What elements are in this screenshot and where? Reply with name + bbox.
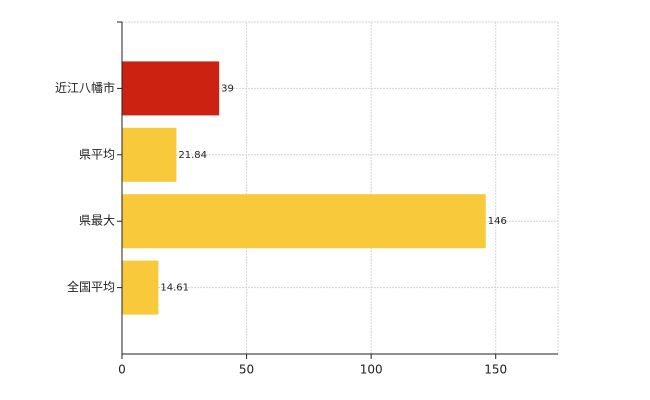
x-tick-label: 0 [118, 363, 126, 377]
x-tick-label: 150 [484, 363, 507, 377]
y-tick-label: 近江八幡市 [55, 80, 115, 95]
value-label: 39 [221, 83, 234, 94]
y-tick-label: 全国平均 [67, 279, 115, 294]
bar [122, 260, 159, 315]
x-tick-label: 100 [360, 363, 383, 377]
bar [122, 61, 220, 116]
value-label: 14.61 [160, 283, 189, 294]
value-label: 21.84 [178, 150, 207, 161]
bar [122, 194, 486, 249]
bar [122, 127, 177, 182]
y-tick-label: 県最大 [79, 214, 115, 228]
y-tick-label: 県平均 [79, 147, 115, 161]
x-tick-label: 50 [239, 363, 254, 377]
value-label: 146 [488, 216, 507, 227]
